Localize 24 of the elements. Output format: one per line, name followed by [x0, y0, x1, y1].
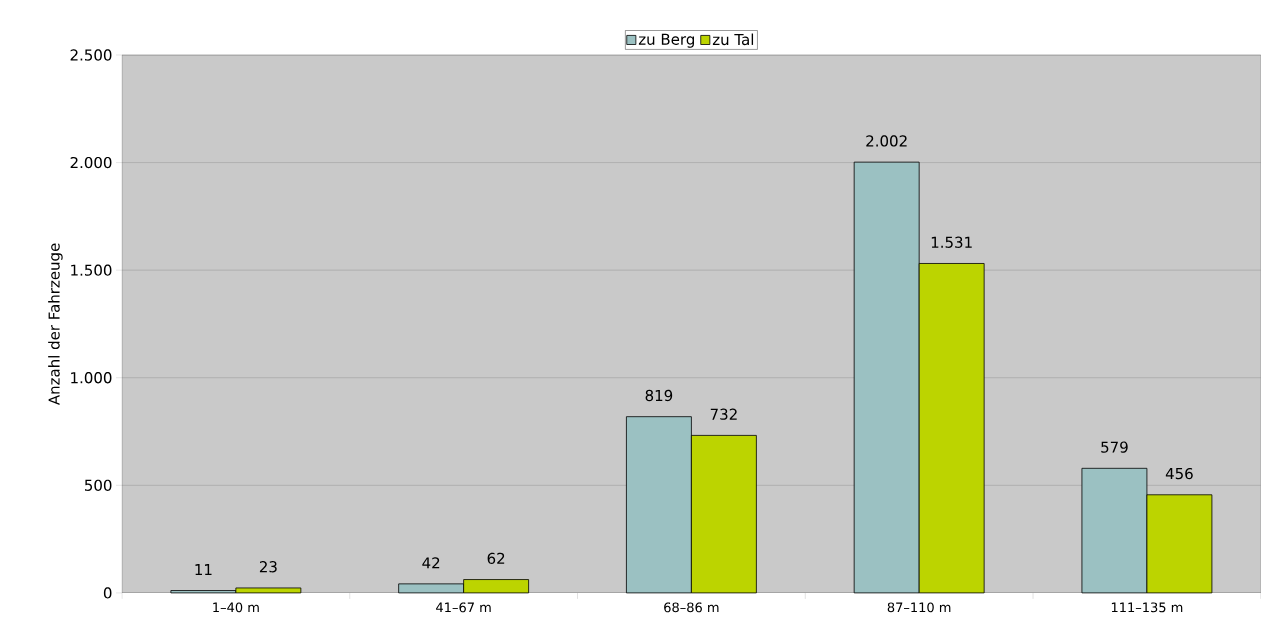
y-tick-label: 2.000 — [70, 156, 112, 169]
y-tick-label: 1.500 — [71, 264, 112, 276]
y-tick-label: 0 — [103, 587, 112, 599]
y-tick-label: 500 — [85, 479, 112, 492]
y-tick-label: 1.000 — [71, 372, 112, 384]
data-label: 11 — [195, 564, 212, 576]
data-label: 1.531 — [931, 236, 972, 248]
y-axis-title: Anzahl der Fahrzeuge — [48, 243, 63, 406]
x-tick-label: 41–67 m — [436, 602, 491, 613]
data-label: 579 — [1101, 441, 1128, 453]
data-label: 42 — [422, 557, 440, 569]
legend-label: zu Berg — [638, 33, 694, 48]
data-label: 456 — [1165, 467, 1193, 480]
data-label: 819 — [645, 389, 673, 402]
x-tick-label: 1–40 m — [213, 602, 259, 613]
x-tick-label: 111–135 m — [1111, 602, 1183, 613]
data-label: 732 — [710, 408, 737, 420]
y-tick-label: 2.500 — [70, 49, 112, 61]
data-label: 23 — [259, 561, 277, 573]
x-tick-label: 87–110 m — [887, 602, 951, 613]
data-label: 2.002 — [866, 135, 907, 147]
legend-label: zu Tal — [712, 33, 754, 46]
data-label: 62 — [487, 552, 505, 565]
x-tick-label: 68–86 m — [664, 602, 719, 613]
